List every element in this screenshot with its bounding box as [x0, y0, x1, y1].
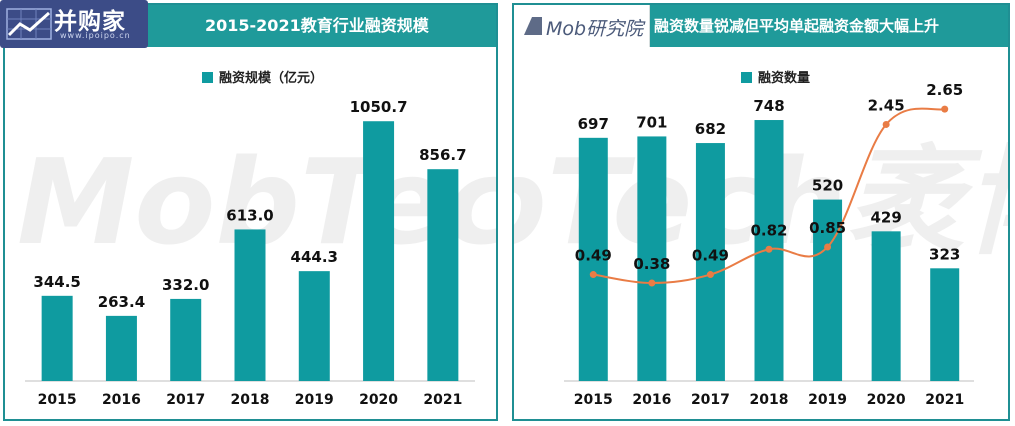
bar: [578, 137, 608, 381]
bar-value-label: 701: [636, 113, 667, 131]
bar-value-label: 748: [753, 97, 784, 115]
bar: [695, 143, 725, 381]
left-chart-title: 2015-2021教育行业融资规模: [205, 16, 429, 35]
bar: [363, 121, 395, 381]
line-value-label: 0.49: [575, 247, 612, 265]
bar-value-label: 613.0: [226, 206, 273, 224]
line-point: [824, 243, 832, 251]
bar-value-label: 1050.7: [350, 98, 408, 116]
legend-swatch: [741, 72, 752, 83]
x-tick-label: 2020: [359, 392, 398, 408]
x-tick-label: 2017: [691, 392, 730, 408]
x-tick-label: 2018: [750, 392, 789, 408]
line-value-label: 2.65: [926, 81, 963, 99]
legend-swatch: [202, 72, 213, 83]
x-tick-label: 2020: [867, 392, 906, 408]
bar: [105, 315, 137, 381]
x-tick-label: 2019: [295, 392, 334, 408]
legend-label: 融资数量: [758, 70, 810, 86]
bar-value-label: 856.7: [419, 146, 466, 164]
bar: [637, 136, 667, 381]
line-point: [882, 120, 890, 128]
bar-value-label: 323: [929, 245, 960, 263]
bar-value-label: 682: [695, 120, 726, 138]
bar-value-label: 520: [812, 177, 843, 195]
bar: [813, 199, 843, 381]
line-value-label: 0.82: [750, 221, 787, 239]
x-tick-label: 2021: [925, 392, 964, 408]
bar-value-label: 429: [870, 208, 901, 226]
right-chart-header: Mob研究院 融资数量锐减但平均单起融资金额大幅上升: [514, 5, 1008, 47]
chart-logo-icon: [6, 8, 52, 40]
mob-logo-text: Mob研究院: [546, 18, 644, 40]
line-value-label: 0.38: [633, 255, 670, 273]
line-value-label: 0.85: [809, 219, 846, 237]
bar-value-label: 697: [578, 115, 609, 133]
x-tick-label: 2019: [808, 392, 847, 408]
line-point: [706, 271, 714, 279]
bar: [41, 295, 73, 381]
bar-value-label: 344.5: [33, 273, 80, 291]
x-tick-label: 2016: [632, 392, 671, 408]
ipoipo-logo-text: 并购家: [54, 9, 126, 35]
line-point: [648, 279, 656, 287]
legend: 融资规模（亿元）: [202, 70, 323, 86]
line-point: [941, 105, 949, 113]
bar: [298, 271, 330, 381]
mob-logo-icon: [524, 17, 542, 35]
ipoipo-logo-url: www.ipoipo.cn: [60, 31, 131, 40]
left-chart-panel: 2015-2021教育行业融资规模 MobTech袤博融资规模（亿元）344.5…: [3, 3, 498, 421]
mob-research-logo: Mob研究院: [514, 5, 650, 47]
legend-label: 融资规模（亿元）: [219, 70, 323, 86]
x-tick-label: 2018: [231, 392, 270, 408]
bar: [234, 229, 266, 381]
right-chart-title: 融资数量锐减但平均单起融资金额大幅上升: [654, 17, 940, 35]
bar: [427, 169, 459, 381]
left-bar-chart: MobTech袤博融资规模（亿元）344.52015263.42016332.0…: [17, 70, 496, 408]
bar-value-label: 444.3: [291, 248, 338, 266]
right-combo-chart: MobTech袤博融资数量697201570120166822017748201…: [514, 70, 1008, 408]
legend: 融资数量: [741, 70, 810, 86]
x-tick-label: 2015: [574, 392, 613, 408]
x-tick-label: 2015: [38, 392, 77, 408]
x-tick-label: 2016: [102, 392, 141, 408]
x-tick-label: 2021: [423, 392, 462, 408]
bar: [170, 298, 202, 381]
line-point: [765, 245, 773, 253]
line-point: [589, 271, 597, 279]
right-chart-panel: Mob研究院 融资数量锐减但平均单起融资金额大幅上升 MobTech袤博融资数量…: [512, 3, 1010, 421]
bar-value-label: 263.4: [98, 293, 145, 311]
ipoipo-logo: 并购家 www.ipoipo.cn: [0, 0, 148, 48]
line-value-label: 2.45: [868, 96, 905, 114]
bar-value-label: 332.0: [162, 276, 209, 294]
x-tick-label: 2017: [166, 392, 205, 408]
bar: [871, 231, 901, 381]
bar: [930, 268, 960, 381]
line-value-label: 0.49: [692, 247, 729, 265]
